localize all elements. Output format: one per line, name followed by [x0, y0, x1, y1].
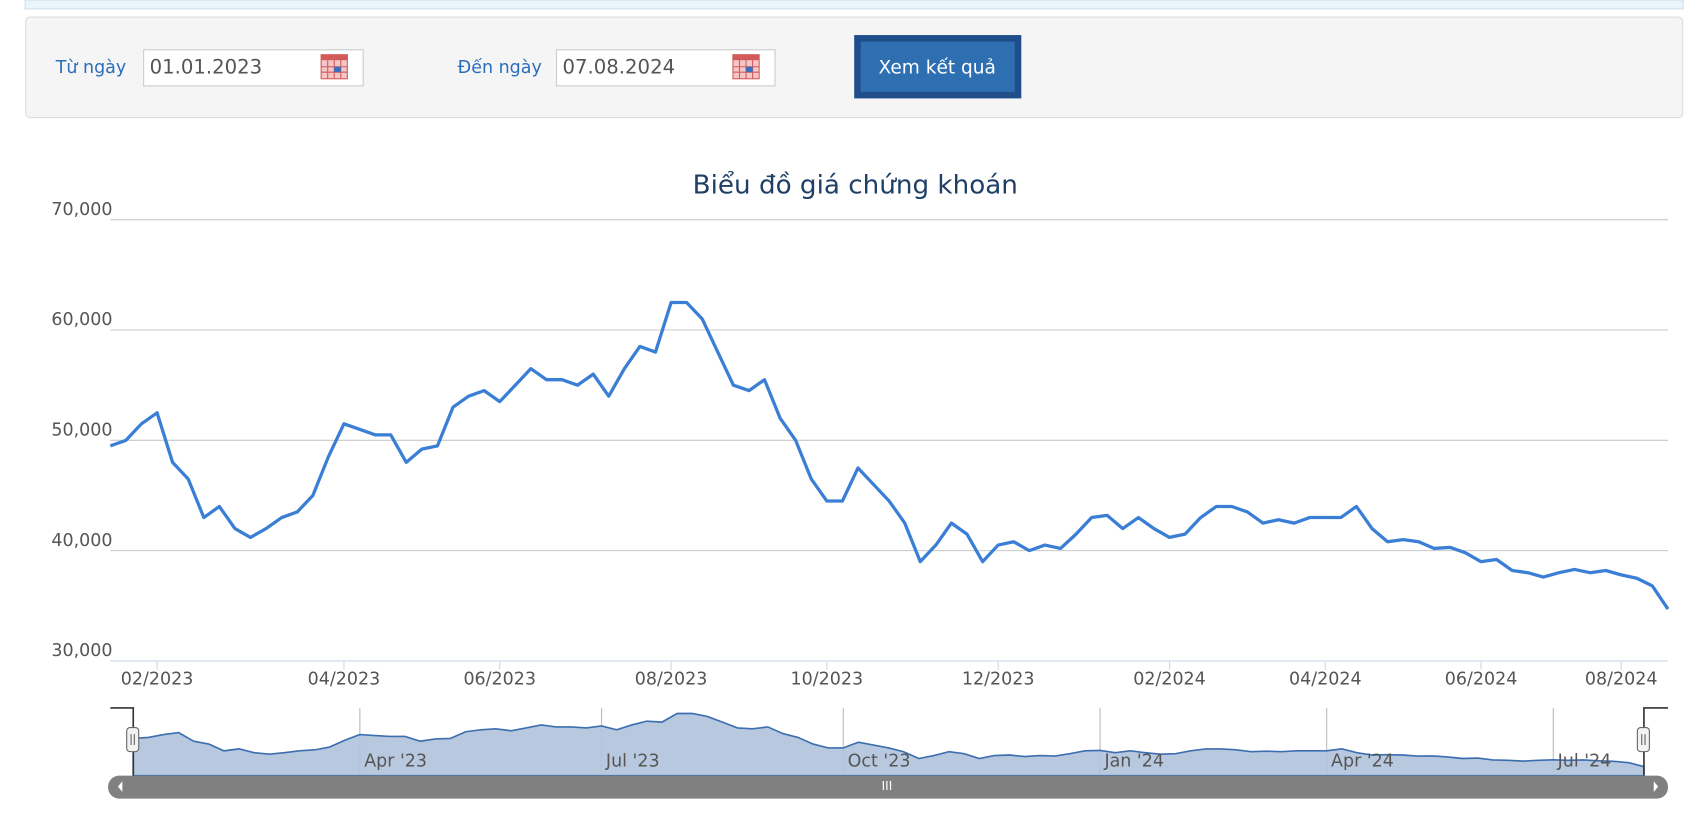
navigator-handle[interactable]	[126, 727, 140, 753]
submit-button[interactable]: Xem kết quả	[854, 35, 1022, 99]
from-label: Từ ngày	[55, 58, 127, 78]
handle-grip	[130, 734, 135, 746]
x-tick-label: 06/2023	[463, 670, 536, 690]
to-label: Đến ngày	[458, 57, 542, 78]
x-tick-label: 10/2023	[791, 670, 864, 690]
scroll-right[interactable]	[1653, 781, 1659, 793]
button-label: Xem kết quả	[878, 56, 995, 78]
calendar-icon[interactable]	[320, 54, 348, 80]
x-tick-label: 04/2023	[308, 670, 381, 690]
y-tick-label: 50,000	[51, 420, 112, 440]
x-tick-label: 12/2023	[962, 670, 1035, 690]
price-line	[109, 300, 1670, 610]
scrollbar-grip: III	[882, 779, 893, 793]
x-tick-label: 08/2023	[635, 670, 708, 690]
x-tick-label: 06/2024	[1445, 670, 1518, 690]
navigator-label: Apr '23	[364, 751, 427, 771]
navigator-handle[interactable]	[1636, 727, 1650, 753]
navigator-label: Apr '24	[1331, 751, 1394, 771]
calendar-icon[interactable]	[732, 54, 760, 80]
navigator-outline	[110, 707, 1668, 776]
y-tick-label: 60,000	[51, 310, 112, 330]
navigator-label: Jan '24	[1103, 751, 1164, 771]
from-value: 01.01.2023	[150, 55, 263, 78]
x-tick-label: 08/2024	[1585, 670, 1658, 690]
navigator-area	[132, 712, 1645, 777]
scrollbar[interactable]	[108, 775, 1668, 799]
x-tick-label: 02/2024	[1133, 670, 1206, 690]
navigator-label: Oct '23	[848, 751, 911, 771]
to-value: 07.08.2024	[563, 55, 676, 78]
top-strip	[24, 0, 1684, 10]
handle-grip	[1641, 734, 1646, 746]
navigator-label: Jul '23	[605, 751, 660, 771]
chart-title: Biểu đồ giá chứng khoán	[693, 169, 1018, 200]
x-tick-label: 02/2023	[121, 670, 194, 690]
y-tick-label: 70,000	[51, 200, 112, 220]
y-tick-label: 40,000	[51, 531, 112, 551]
navigator-label: Jul '24	[1557, 751, 1612, 771]
y-tick-label: 30,000	[51, 641, 112, 661]
scroll-left[interactable]	[117, 781, 123, 793]
x-tick-label: 04/2024	[1289, 670, 1362, 690]
